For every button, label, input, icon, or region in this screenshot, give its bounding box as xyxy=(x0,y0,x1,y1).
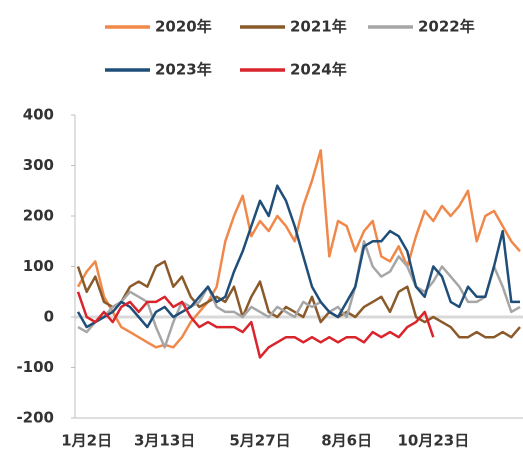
y-tick-label: -100 xyxy=(16,358,54,376)
series-line xyxy=(76,184,520,329)
x-tick-label: 10月23日 xyxy=(397,432,469,450)
x-tick-label: 5月27日 xyxy=(229,432,290,450)
series-line xyxy=(77,240,521,349)
y-tick-label: -200 xyxy=(16,409,54,427)
x-tick-label: 1月2日 xyxy=(61,432,112,450)
x-tick-label: 3月13日 xyxy=(134,432,195,450)
legend-label: 2024年 xyxy=(290,61,347,79)
y-tick-label: 300 xyxy=(23,156,54,174)
y-tick-label: 200 xyxy=(23,207,54,225)
y-tick-label: 100 xyxy=(23,257,54,275)
series-line xyxy=(76,260,521,339)
x-tick-label: 8月6日 xyxy=(321,432,372,450)
y-tick-label: 0 xyxy=(44,308,54,326)
legend-label: 2022年 xyxy=(418,18,475,36)
series-line xyxy=(76,291,435,359)
legend-label: 2023年 xyxy=(155,61,212,79)
series-line xyxy=(76,149,521,349)
y-tick-label: 400 xyxy=(23,106,54,124)
legend-label: 2020年 xyxy=(155,18,212,36)
legend-label: 2021年 xyxy=(290,18,347,36)
